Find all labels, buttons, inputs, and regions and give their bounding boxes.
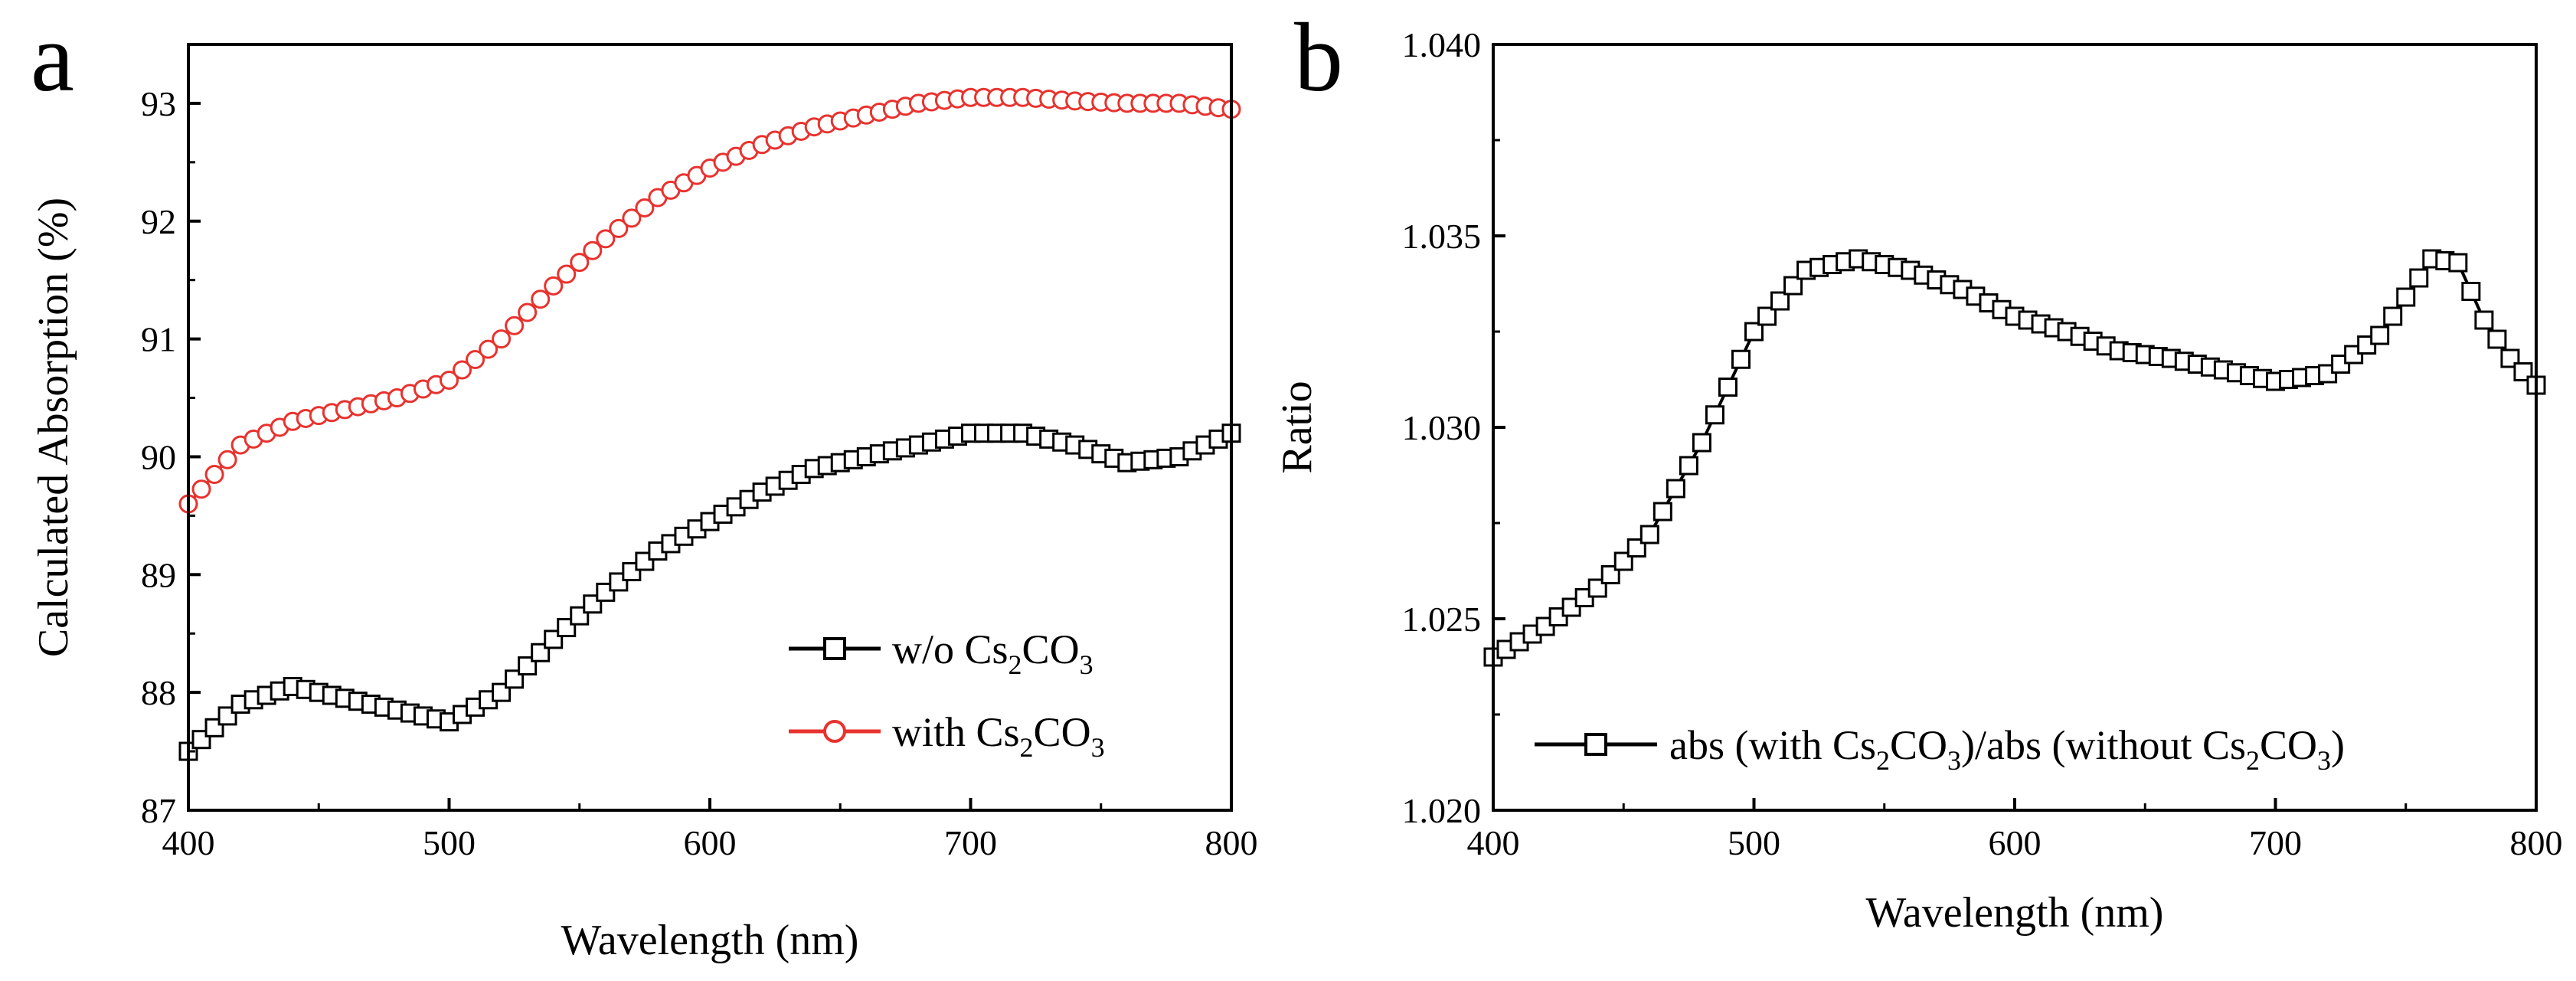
y-tick-label: 1.025 <box>1402 600 1482 639</box>
legend-marker-circle <box>823 720 846 743</box>
data-point <box>1718 378 1737 397</box>
panel-b-letter: b <box>1294 3 1343 112</box>
data-point <box>453 360 472 380</box>
data-point <box>2448 253 2468 273</box>
data-point <box>596 229 616 249</box>
data-point <box>1679 456 1698 476</box>
y-tick-label: 90 <box>141 437 176 476</box>
data-point <box>622 208 642 228</box>
data-point <box>2383 306 2403 326</box>
x-tick-label: 500 <box>423 823 476 862</box>
legend-label-ratio: abs (with Cs2CO3)/abs (without Cs2CO3) <box>1669 722 2345 776</box>
data-point <box>1757 306 1777 326</box>
legend-marker-square <box>823 637 846 660</box>
data-point <box>1666 479 1685 499</box>
legend-marker-square <box>1584 733 1607 756</box>
legend-entry-with-cs2co3: with Cs2CO3 <box>789 709 1105 763</box>
y-tick-label: 1.040 <box>1402 25 1482 64</box>
panel-b-ylabel: Ratio <box>1273 381 1321 473</box>
data-point <box>1639 525 1659 544</box>
legend-label-with: with Cs2CO3 <box>892 709 1105 763</box>
data-point <box>557 264 577 284</box>
data-point <box>1770 291 1790 311</box>
data-point <box>2487 329 2507 349</box>
x-tick-label: 700 <box>2249 823 2302 862</box>
x-tick-label: 400 <box>1467 823 1520 862</box>
panel-b: b 400 500 600 700 800 1.020 1.025 1.030 1.035 1.0… <box>1273 3 2563 937</box>
y-tick-label: 92 <box>141 202 176 241</box>
data-point <box>1744 322 1764 342</box>
x-tick-label: 800 <box>2510 823 2563 862</box>
legend-entry-wo-cs2co3: w/o Cs2CO3 <box>789 626 1093 680</box>
panel-b-series <box>1483 249 2546 667</box>
y-tick-label: 1.035 <box>1402 217 1482 256</box>
panel-a-series <box>178 87 1241 761</box>
data-point <box>2396 287 2416 307</box>
data-point <box>570 253 590 273</box>
data-point <box>440 370 459 390</box>
x-tick-label: 600 <box>684 823 737 862</box>
panel-b-legend: abs (with Cs2CO3)/abs (without Cs2CO3) <box>1535 722 2345 776</box>
data-point <box>505 316 525 335</box>
panel-b-ticks: 400 500 600 700 800 1.020 1.025 1.030 1.035 1.040 <box>1402 25 2563 862</box>
y-tick-label: 1.020 <box>1402 791 1482 830</box>
panel-a: a 400 500 600 700 800 87 88 89 90 91 92 93 Waveleng… <box>30 3 1258 964</box>
data-point <box>544 276 564 296</box>
panel-a-letter: a <box>31 3 74 112</box>
y-tick-label: 91 <box>141 320 176 359</box>
data-point <box>492 329 512 349</box>
x-tick-label: 500 <box>1728 823 1780 862</box>
panel-a-ylabel: Calculated Absorption (%) <box>30 198 77 657</box>
data-point <box>204 465 224 485</box>
data-point <box>1731 349 1751 369</box>
data-point <box>191 479 211 499</box>
y-tick-label: 1.030 <box>1402 408 1482 447</box>
data-point <box>2370 325 2390 345</box>
x-tick-label: 700 <box>944 823 997 862</box>
data-point <box>635 198 655 217</box>
data-point <box>1652 502 1672 522</box>
y-tick-label: 87 <box>141 791 176 830</box>
y-tick-label: 88 <box>141 673 176 712</box>
data-point <box>1692 433 1711 453</box>
data-point <box>609 218 629 238</box>
x-tick-label: 400 <box>162 823 215 862</box>
x-tick-label: 800 <box>1205 823 1258 862</box>
data-point <box>1783 276 1803 296</box>
legend-label-wo: w/o Cs2CO3 <box>892 626 1093 680</box>
y-tick-label: 93 <box>141 84 176 123</box>
data-point <box>479 339 499 359</box>
data-point <box>1705 405 1724 425</box>
data-point <box>583 240 603 260</box>
y-tick-label: 89 <box>141 555 176 594</box>
data-point <box>466 350 485 370</box>
data-point <box>531 289 551 309</box>
panel-a-ticks: 400 500 600 700 800 87 88 89 90 91 92 93 <box>141 84 1258 862</box>
panel-a-legend: w/o Cs2CO3 with Cs2CO3 <box>789 626 1105 763</box>
data-point <box>217 450 237 469</box>
panel-a-xlabel: Wavelength (nm) <box>561 917 859 964</box>
x-tick-label: 600 <box>1989 823 2042 862</box>
data-point <box>2474 310 2494 330</box>
data-point <box>2461 282 2481 301</box>
panel-b-xlabel: Wavelength (nm) <box>1866 889 2164 937</box>
data-point <box>2409 268 2429 288</box>
panel-b-frame <box>1492 43 2538 812</box>
data-point <box>518 302 538 322</box>
